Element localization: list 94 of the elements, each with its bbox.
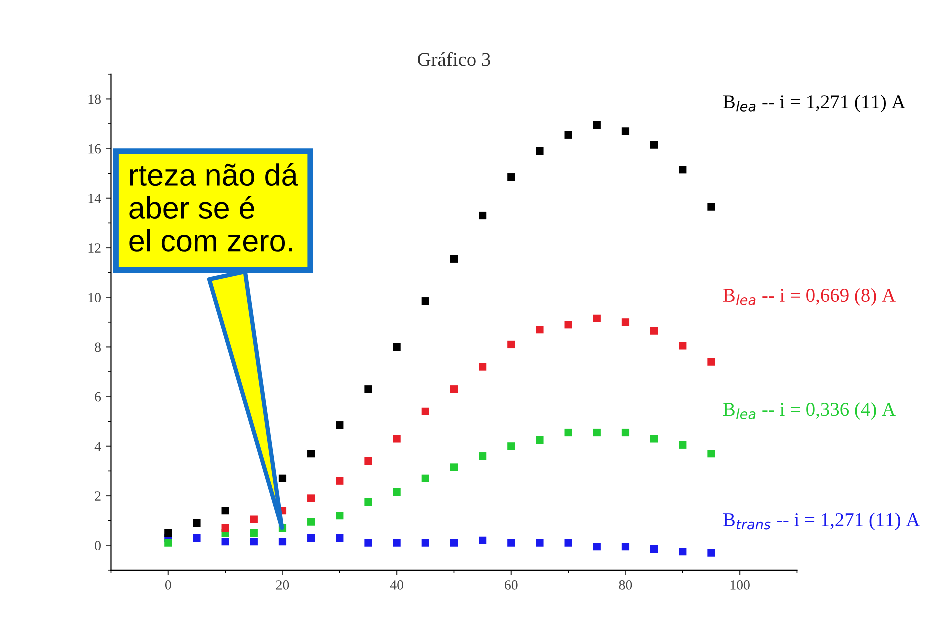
point (164, 539, 172, 547)
point (508, 539, 516, 547)
point (536, 326, 544, 334)
point (564, 539, 572, 547)
point (479, 452, 487, 460)
y-tick-label: 8 (95, 342, 101, 352)
point (336, 422, 344, 430)
point (308, 494, 316, 502)
point (479, 363, 487, 371)
point (422, 408, 430, 416)
point (393, 488, 401, 496)
point (564, 428, 572, 437)
x-tick-label: 100 (730, 580, 750, 590)
series-label: B$_{trans}$ -- i = 1,271 (11) A (723, 512, 920, 530)
point (536, 436, 544, 444)
point (222, 524, 230, 532)
point (393, 539, 401, 547)
point (364, 498, 372, 506)
y-tick-label: 10 (88, 293, 101, 303)
point (479, 536, 487, 544)
point (708, 358, 716, 366)
point (250, 529, 258, 538)
chart-title: Gráfico 3 (418, 52, 490, 66)
y-tick-label: 0 (95, 541, 101, 551)
point (336, 477, 344, 485)
point (222, 507, 230, 515)
point (336, 512, 344, 520)
point (278, 474, 287, 482)
point (593, 314, 601, 322)
point (308, 518, 316, 526)
point (308, 450, 316, 458)
point (422, 474, 430, 482)
point (193, 519, 201, 528)
point (508, 174, 516, 182)
x-tick-label: 20 (276, 580, 290, 590)
x-tick-label: 60 (505, 580, 518, 590)
y-tick-label: 12 (88, 244, 101, 253)
y-tick-label: 6 (95, 392, 102, 402)
x-tick-label: 80 (619, 580, 632, 590)
point (593, 121, 601, 130)
point (222, 538, 230, 546)
point (364, 386, 372, 394)
point (422, 539, 430, 547)
point (450, 464, 458, 472)
point (650, 546, 658, 554)
point (364, 539, 372, 547)
point (622, 318, 630, 326)
point (336, 534, 344, 542)
y-tick-label: 14 (88, 194, 102, 204)
point (250, 538, 258, 546)
annotation: rteza não dá aber se é el com zero. (130, 163, 298, 252)
point (679, 441, 687, 449)
point (650, 141, 658, 149)
point (679, 166, 687, 174)
y-tick-label: 4 (94, 442, 102, 452)
point (622, 428, 630, 437)
point (650, 327, 658, 335)
point (650, 435, 658, 443)
point (708, 203, 716, 211)
point (393, 343, 401, 352)
point (508, 340, 516, 349)
point (564, 131, 572, 139)
point (708, 450, 716, 458)
text: B$_{lea}$ -- i = 1,271 (11) A (723, 94, 906, 113)
point (679, 548, 687, 556)
point (593, 428, 601, 437)
point (393, 435, 401, 443)
y-tick-label: 18 (88, 94, 101, 104)
point (450, 255, 458, 263)
point (508, 442, 516, 450)
x-tick-label: 40 (390, 580, 404, 590)
point (250, 516, 258, 524)
point (622, 128, 630, 136)
y-tick-label: 2 (95, 492, 101, 501)
point (193, 534, 201, 542)
y-tick-label: 16 (88, 144, 102, 154)
point (450, 539, 458, 547)
point (422, 298, 430, 306)
point (536, 147, 544, 156)
series-label: B$_{lea}$ -- i = 0,336 (4) A (723, 402, 896, 420)
point (164, 529, 172, 538)
point (564, 321, 572, 329)
text: B$_{lea}$ -- i = 0,669 (8) A (723, 288, 896, 306)
point (479, 212, 487, 220)
point (308, 534, 316, 542)
point (450, 386, 458, 394)
point (622, 543, 630, 551)
point (536, 539, 544, 547)
point (679, 342, 687, 350)
point (708, 549, 716, 557)
x-tick-label: 0 (165, 580, 172, 590)
point (364, 457, 372, 466)
point (278, 538, 287, 546)
point (593, 543, 601, 551)
